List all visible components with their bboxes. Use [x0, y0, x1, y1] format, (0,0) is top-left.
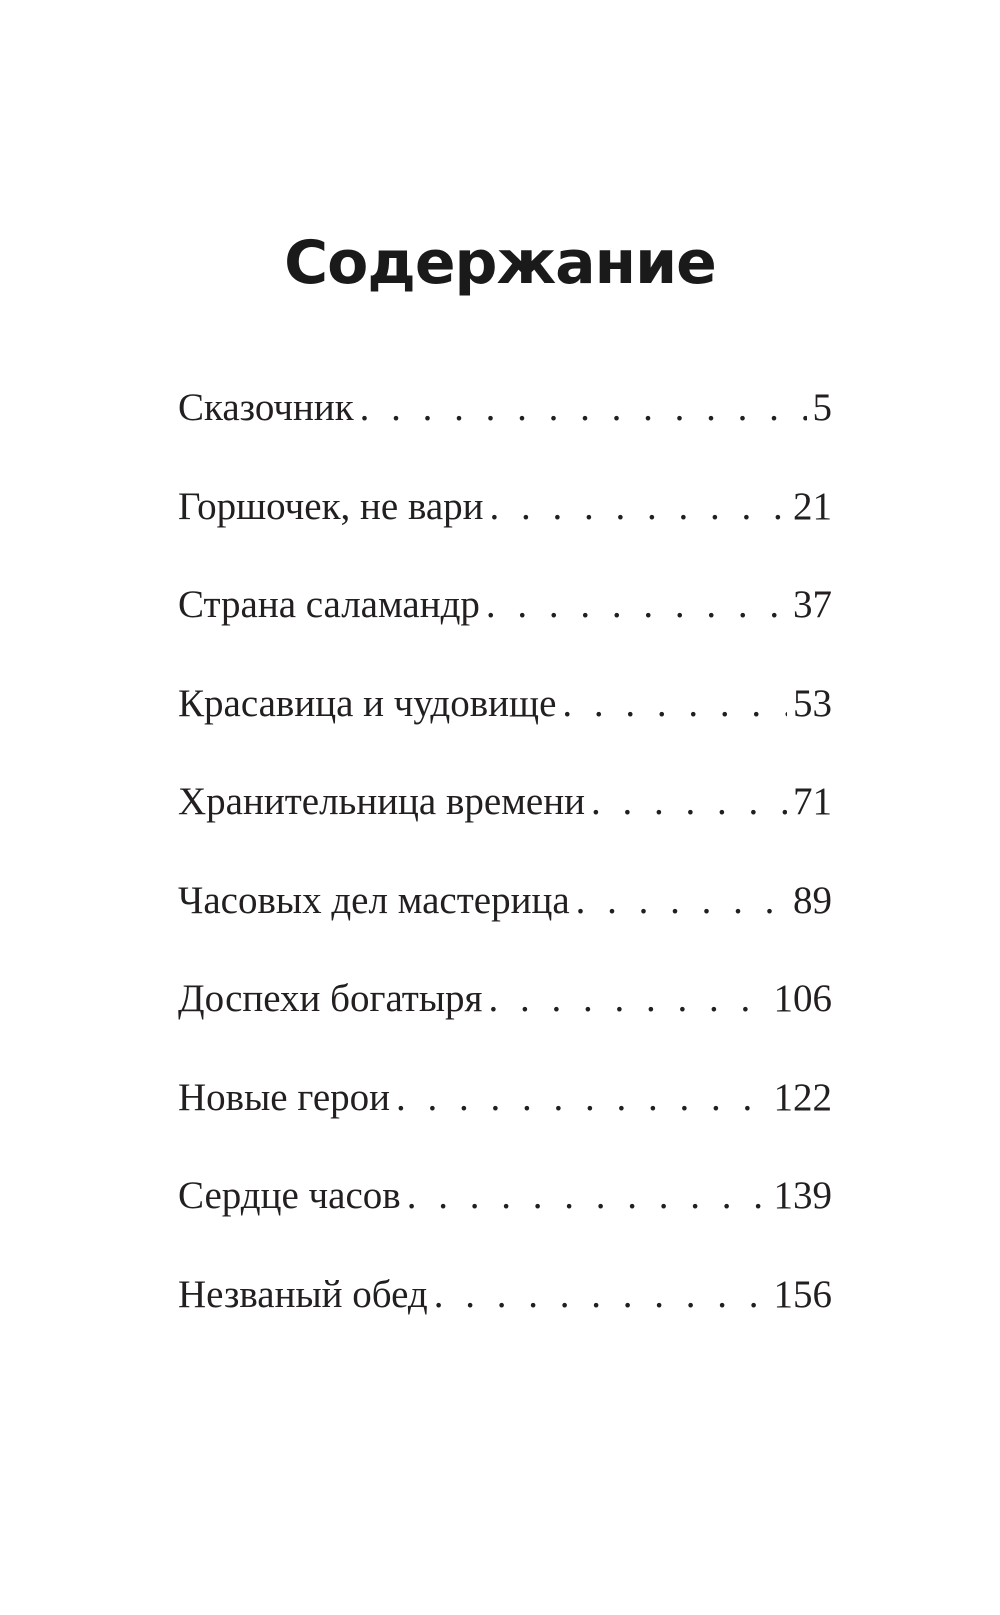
page-title: Содержание: [284, 228, 717, 298]
dot-leader: [489, 976, 768, 1021]
toc-entry-page: 21: [793, 484, 832, 528]
toc-entry[interactable]: Сказочник 5: [178, 385, 832, 484]
toc-entry[interactable]: Красавица и чудовище 53: [178, 681, 832, 780]
toc-entry[interactable]: Горшочек, не вари 21: [178, 484, 832, 583]
toc-entry-page: 122: [773, 1075, 833, 1119]
toc-entry-page: 5: [812, 386, 833, 429]
toc-entry[interactable]: Доспехи богатыря 106: [178, 976, 832, 1075]
toc-entry-title: Красавица и чудовище: [178, 681, 557, 725]
dot-leader: [360, 385, 807, 430]
dot-leader: [490, 484, 787, 529]
toc-entry-page: 106: [773, 977, 833, 1020]
toc-entry-title: Страна саламандр: [178, 583, 480, 626]
dot-leader: [591, 779, 787, 824]
toc-entry-title: Хранительница времени: [178, 780, 585, 823]
toc-entry-title: Сказочник: [178, 386, 354, 429]
dot-leader: [396, 1075, 767, 1120]
dot-leader: [434, 1272, 768, 1317]
toc-entry-title: Сердце часов: [178, 1174, 401, 1217]
toc-entry-page: 37: [793, 583, 832, 626]
toc-entry-title: Часовых дел мастерица: [178, 878, 570, 922]
toc-entry[interactable]: Страна саламандр 37: [178, 582, 832, 681]
dot-leader: [407, 1173, 768, 1218]
toc-entry-title: Доспехи богатыря: [178, 977, 483, 1020]
table-of-contents: Сказочник 5 Горшочек, не вари 21 Страна са…: [178, 385, 832, 1370]
toc-entry-page: 156: [773, 1272, 833, 1316]
toc-entry[interactable]: Сердце часов 139: [178, 1173, 832, 1272]
dot-leader: [486, 582, 787, 627]
dot-leader: [562, 681, 787, 726]
toc-entry[interactable]: Незваный обед 156: [178, 1272, 832, 1371]
toc-entry-page: 71: [793, 780, 832, 823]
dot-leader: [576, 878, 787, 923]
toc-entry-page: 139: [773, 1174, 833, 1217]
toc-entry[interactable]: Хранительница времени 71: [178, 779, 832, 878]
toc-entry-title: Новые герои: [178, 1075, 391, 1119]
toc-entry-title: Незваный обед: [178, 1272, 428, 1316]
toc-entry[interactable]: Часовых дел мастерица 89: [178, 878, 832, 977]
toc-entry-page: 53: [793, 681, 832, 725]
toc-entry-title: Горшочек, не вари: [178, 484, 484, 528]
toc-entry-page: 89: [793, 878, 832, 922]
toc-entry[interactable]: Новые герои 122: [178, 1075, 832, 1174]
